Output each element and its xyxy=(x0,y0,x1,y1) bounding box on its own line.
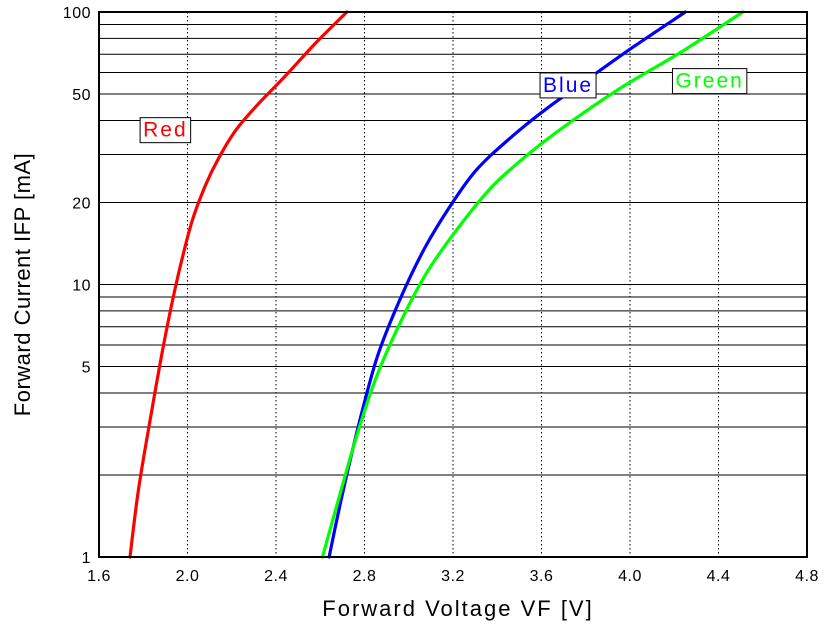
x-tick-label: 4.8 xyxy=(795,568,819,585)
series-label-red: Red xyxy=(139,117,192,144)
series-line-green xyxy=(320,10,745,559)
series-labels: Red Blue Green xyxy=(139,68,748,144)
series-label-green: Green xyxy=(671,68,748,95)
y-tick-label: 10 xyxy=(72,278,91,295)
x-tick-label: 4.0 xyxy=(618,568,642,585)
x-tick-label: 1.6 xyxy=(87,568,111,585)
svg-text:Red: Red xyxy=(143,119,188,142)
x-tick-labels: 1.6 2.0 2.4 2.8 3.2 3.6 4.0 4.4 4.8 xyxy=(87,568,819,585)
x-tick-label: 2.0 xyxy=(176,568,200,585)
y-tick-label: 100 xyxy=(63,5,91,22)
x-tick-label: 4.4 xyxy=(707,568,731,585)
x-tick-label: 2.4 xyxy=(264,568,288,585)
y-tick-label: 20 xyxy=(72,195,91,212)
series-label-blue: Blue xyxy=(539,72,597,99)
svg-text:Green: Green xyxy=(675,70,743,93)
series-line-red xyxy=(128,10,349,559)
horizontal-gridlines xyxy=(99,23,807,476)
plot-frame xyxy=(98,11,808,558)
x-tick-label: 3.6 xyxy=(530,568,554,585)
y-axis-title: Forward Current IFP [mA] xyxy=(10,153,35,416)
x-tick-label: 3.2 xyxy=(441,568,465,585)
y-tick-label: 5 xyxy=(82,360,91,377)
y-tick-label: 1 xyxy=(82,550,91,567)
y-tick-labels: 1 5 10 20 50 100 xyxy=(63,5,91,567)
x-axis-title: Forward Voltage VF [V] xyxy=(322,596,593,621)
svg-text:Blue: Blue xyxy=(543,74,593,97)
y-tick-label: 50 xyxy=(72,87,91,104)
x-tick-label: 2.8 xyxy=(353,568,377,585)
